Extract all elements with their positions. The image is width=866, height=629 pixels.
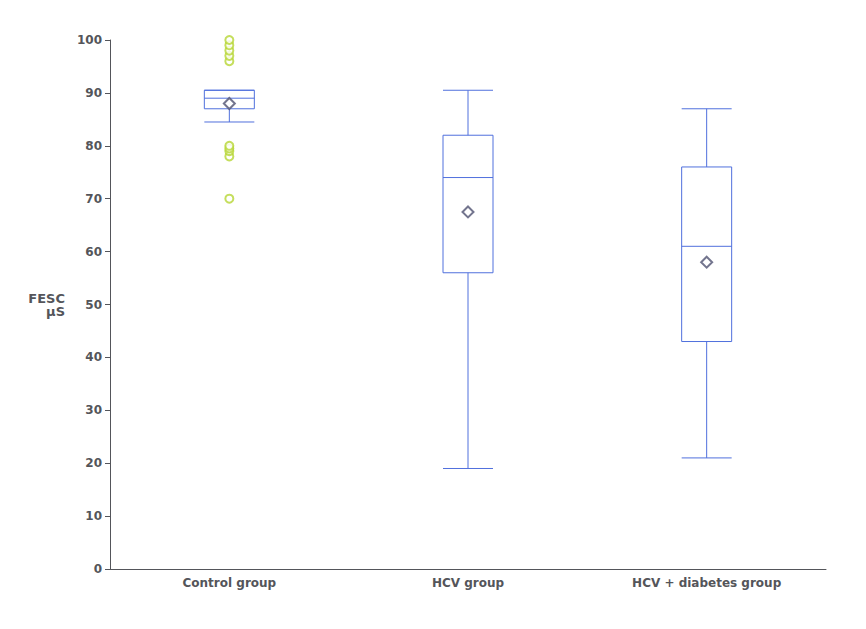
svg-text:Control group: Control group: [182, 576, 276, 590]
svg-text:HCV group: HCV group: [432, 576, 505, 590]
svg-text:60: 60: [85, 245, 102, 259]
svg-text:20: 20: [85, 456, 102, 470]
svg-text:10: 10: [85, 509, 102, 523]
svg-text:70: 70: [85, 192, 102, 206]
svg-text:50: 50: [85, 298, 102, 312]
svg-text:µS: µS: [46, 304, 65, 319]
svg-text:HCV + diabetes group: HCV + diabetes group: [632, 576, 782, 590]
svg-text:40: 40: [85, 350, 102, 364]
svg-text:FESC: FESC: [28, 290, 65, 306]
svg-text:90: 90: [85, 86, 102, 100]
svg-text:100: 100: [77, 33, 102, 47]
svg-text:0: 0: [94, 562, 102, 576]
svg-text:30: 30: [85, 403, 102, 417]
svg-text:80: 80: [85, 139, 102, 153]
